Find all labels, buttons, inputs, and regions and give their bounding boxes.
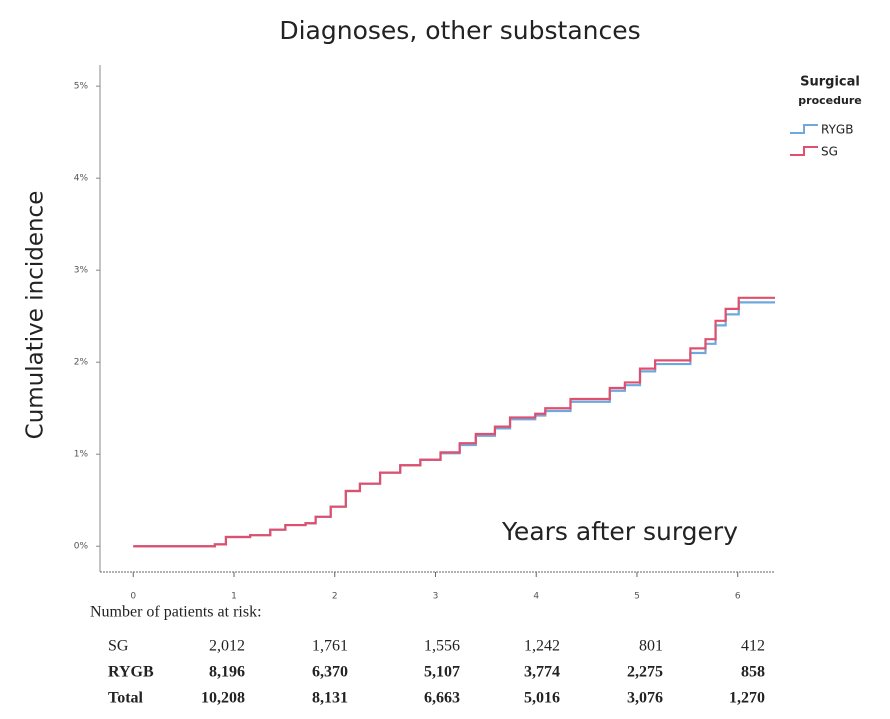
x-tick-label: 6 <box>735 592 741 602</box>
risk-cell: 858 <box>741 664 765 681</box>
legend-swatch <box>790 124 818 134</box>
x-tick-label: 1 <box>231 592 237 602</box>
risk-cell: 3,774 <box>524 664 560 681</box>
risk-cell: 412 <box>741 638 765 655</box>
risk-cell: 1,556 <box>424 638 460 655</box>
risk-cell: 801 <box>639 638 663 655</box>
risk-table-title: Number of patients at risk: <box>90 604 262 621</box>
series-line <box>133 296 775 548</box>
series-line <box>133 301 775 548</box>
y-tick-label: 0% <box>74 542 89 552</box>
y-tick-label: 1% <box>74 450 89 460</box>
legend-label: RYGB <box>821 123 853 137</box>
x-tick-label: 2 <box>332 592 338 602</box>
risk-cell: 10,208 <box>201 690 245 707</box>
risk-cell: 1,270 <box>729 690 765 707</box>
risk-cell: 5,016 <box>524 690 560 707</box>
risk-cell: 8,131 <box>312 690 348 707</box>
risk-cell: 3,076 <box>627 690 663 707</box>
risk-cell: 1,242 <box>524 638 560 655</box>
x-tick-label: 4 <box>533 592 539 602</box>
legend-label: SG <box>821 145 838 159</box>
risk-cell: 5,107 <box>424 664 460 681</box>
risk-cell: 2,275 <box>627 664 663 681</box>
legend-swatch <box>790 146 818 156</box>
x-tick-label: 5 <box>634 592 640 602</box>
risk-cell: 2,012 <box>209 638 245 655</box>
legend-title: procedure <box>798 94 861 107</box>
risk-cell: 6,370 <box>312 664 348 681</box>
risk-row-label: RYGB <box>108 664 154 681</box>
y-axis-label: Cumulative incidence <box>23 191 49 440</box>
x-tick-label: 3 <box>433 592 439 602</box>
chart-title: Diagnoses, other substances <box>279 16 640 45</box>
risk-cell: 1,761 <box>312 638 348 655</box>
y-tick-label: 4% <box>74 174 89 184</box>
risk-cell: 8,196 <box>209 664 245 681</box>
y-tick-label: 5% <box>74 82 89 92</box>
y-tick-label: 3% <box>74 266 89 276</box>
x-tick-label: 0 <box>130 592 136 602</box>
risk-row-label: SG <box>108 638 129 655</box>
risk-cell: 6,663 <box>424 690 460 707</box>
y-tick-label: 2% <box>74 358 89 368</box>
legend-title: Surgical <box>800 75 860 90</box>
risk-row-label: Total <box>108 690 144 707</box>
annotation: Years after surgery <box>501 517 738 546</box>
